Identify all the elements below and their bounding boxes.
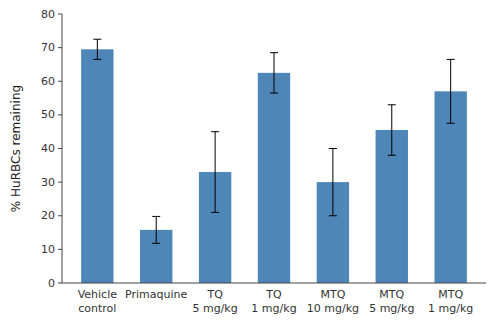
x-axis <box>62 283 486 284</box>
x-tick-label: Primaquine <box>125 288 187 301</box>
bar <box>258 73 290 283</box>
chart-container: 0 10 20 30 40 50 60 70 80 % HuRBCs remaining Vehic… <box>0 0 500 327</box>
x-tick-label: TQ5 mg/kg <box>192 288 237 315</box>
y-tick <box>58 215 62 216</box>
error-cap <box>270 93 278 94</box>
error-bar <box>388 105 396 155</box>
error-cap <box>329 215 337 216</box>
error-cap <box>388 104 396 105</box>
y-tick-label: 80 <box>41 8 55 21</box>
y-axis-label: % HuRBCs remaining <box>9 85 23 212</box>
y-tick <box>58 81 62 82</box>
x-tick-label-line: control <box>78 302 116 315</box>
error-cap <box>447 123 455 124</box>
error-bar <box>270 53 278 93</box>
error-bar <box>211 132 219 213</box>
x-tick-label: MTQ5 mg/kg <box>369 288 414 315</box>
bar <box>81 49 113 283</box>
error-bar <box>152 216 160 243</box>
y-tick <box>58 14 62 15</box>
error-cap <box>152 216 160 217</box>
x-tick-label-line: TQ <box>265 288 282 301</box>
y-tick-label: 20 <box>41 209 55 222</box>
x-tick-label: TQ1 mg/kg <box>251 288 296 315</box>
y-tick <box>58 182 62 183</box>
x-tick-label-line: MTQ <box>438 288 463 301</box>
error-cap <box>93 59 101 60</box>
y-tick <box>58 47 62 48</box>
y-axis <box>62 14 63 283</box>
x-tick-label: MTQ10 mg/kg <box>307 288 359 315</box>
x-tick-label-line: 10 mg/kg <box>307 302 359 315</box>
y-tick-label: 10 <box>41 243 55 256</box>
error-line <box>391 105 392 155</box>
x-tick-label-line: 1 mg/kg <box>428 302 473 315</box>
y-tick-label: 50 <box>41 108 55 121</box>
y-tick <box>58 114 62 115</box>
chart: 0 10 20 30 40 50 60 70 80 % HuRBCs remaining Vehic… <box>0 0 500 327</box>
error-line <box>332 149 333 216</box>
x-tick-label-line: 1 mg/kg <box>251 302 296 315</box>
error-line <box>215 132 216 213</box>
y-tick <box>58 148 62 149</box>
error-line <box>450 59 451 123</box>
x-tick-label-line: Vehicle <box>78 288 118 301</box>
y-tick-label: 40 <box>41 142 55 155</box>
error-line <box>97 39 98 59</box>
error-cap <box>329 148 337 149</box>
x-tick-label-line: MTQ <box>379 288 404 301</box>
error-cap <box>388 155 396 156</box>
y-tick-label: 30 <box>41 176 55 189</box>
x-tick-label-line: 5 mg/kg <box>369 302 414 315</box>
error-bar <box>447 59 455 123</box>
plot-area <box>81 39 467 283</box>
x-tick-label: MTQ1 mg/kg <box>428 288 473 315</box>
error-bar <box>93 39 101 59</box>
error-cap <box>93 39 101 40</box>
y-tick <box>58 249 62 250</box>
x-tick-label-line: MTQ <box>320 288 345 301</box>
y-tick-label: 0 <box>48 277 55 290</box>
x-tick-label-line: 5 mg/kg <box>192 302 237 315</box>
y-tick-label: 70 <box>41 41 55 54</box>
error-line <box>156 216 157 243</box>
error-cap <box>211 212 219 213</box>
x-tick-label-line: TQ <box>206 288 223 301</box>
y-tick <box>58 283 62 284</box>
y-tick-label: 60 <box>41 75 55 88</box>
error-cap <box>211 131 219 132</box>
x-tick-label: Vehiclecontrol <box>78 288 118 315</box>
error-cap <box>152 243 160 244</box>
error-bar <box>329 149 337 216</box>
error-cap <box>447 59 455 60</box>
x-tick-label-line: Primaquine <box>125 288 187 301</box>
error-cap <box>270 52 278 53</box>
error-line <box>274 53 275 93</box>
